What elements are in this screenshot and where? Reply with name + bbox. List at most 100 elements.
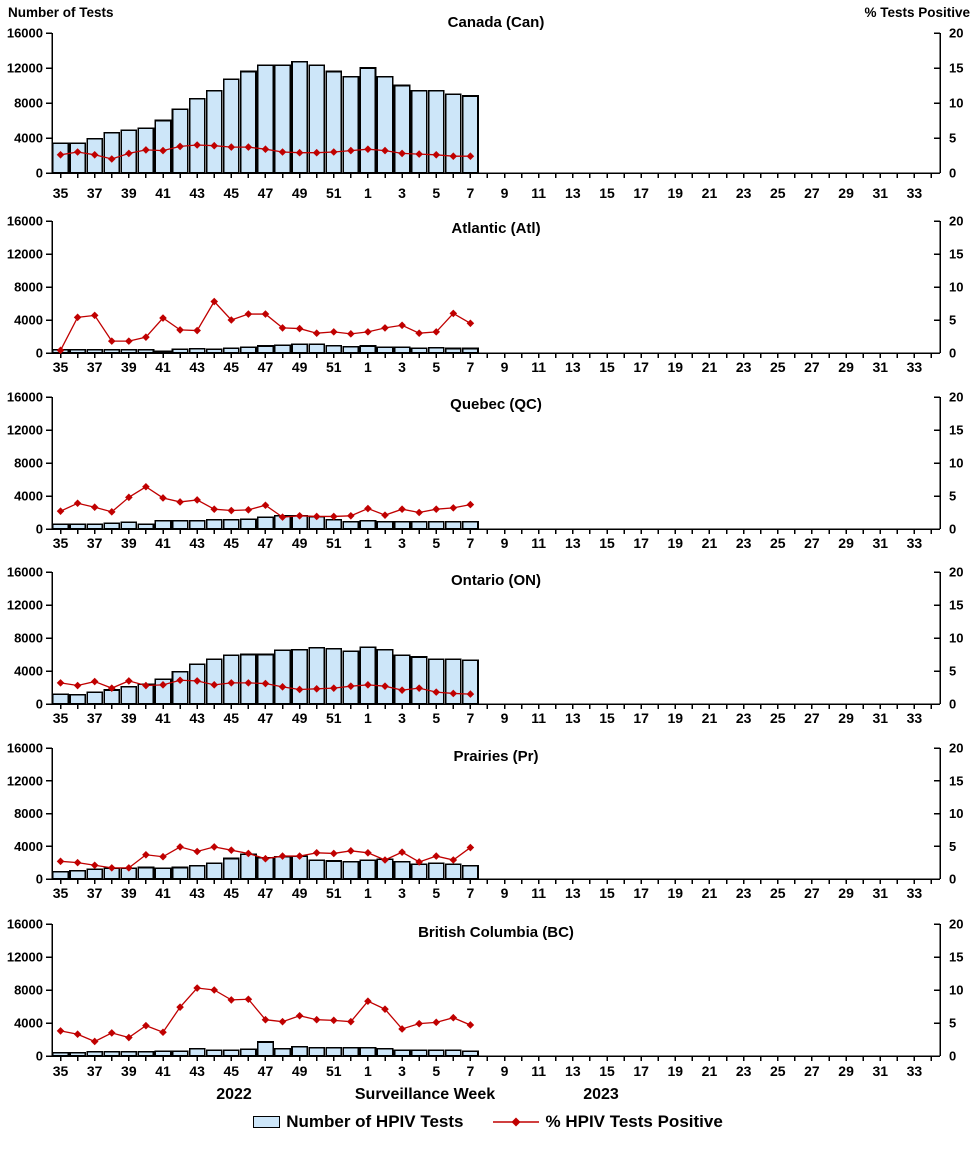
x-tick-label: 29 [838,535,854,551]
line-point-week-40 [142,146,150,154]
x-tick-label: 25 [770,535,786,551]
line-point-week-4 [415,150,423,158]
left-tick-label: 8000 [14,983,43,998]
x-tick-label: 15 [599,185,615,201]
bar-week-50 [308,343,326,354]
x-tick-label: 19 [668,535,684,551]
bar-week-38 [103,522,121,530]
line-point-week-50 [312,849,321,857]
line-point-week-36 [73,681,82,690]
bar-week-38 [103,131,121,174]
bar-week-5 [427,89,445,174]
bar-week-3 [393,84,411,174]
x-tick-label: 21 [702,359,718,375]
line-point-week-50 [312,685,321,693]
right-tick-label: 20 [949,390,963,405]
x-tick-label: 33 [907,885,923,901]
line-point-week-5 [432,328,441,336]
left-tick-label: 4000 [14,131,43,146]
line-point-week-41 [159,494,167,502]
chart-panel-canada-can: 0 4000 8000 12000 16000 0 5 10 15 20 35 37 39 41 43 45 4… [0,0,976,205]
x-tick-label: 35 [53,535,69,551]
legend: Number of HPIV Tests % HPIV Tests Positi… [0,1112,976,1132]
line-point-week-3 [398,321,406,330]
line-point-week-37 [90,677,99,686]
line-point-week-36 [73,499,82,508]
chart-panel-ontario-on: 0 4000 8000 12000 16000 0 5 10 15 20 35 37 39 41 43 45 4… [0,557,976,733]
line-point-week-47 [261,854,270,863]
x-tick-label: 27 [804,1063,820,1079]
line-point-week-51 [329,328,338,336]
line-point-week-51 [329,1016,338,1025]
line-swatch-svg [493,1117,540,1127]
left-tick-label: 0 [36,346,43,361]
left-tick-label: 12000 [7,247,43,262]
bar-week-44 [205,862,223,880]
x-tick-label: 47 [258,885,274,901]
line-point-week-37 [90,861,99,870]
x-tick-label: 9 [501,1063,509,1079]
x-tick-label: 49 [292,535,308,551]
line-point-week-6 [449,309,458,318]
bar-week-6 [444,93,462,174]
x-tick-label: 21 [702,1063,718,1079]
bar-week-51 [325,344,343,354]
line-point-week-52 [347,146,355,155]
line-point-week-51 [329,148,338,156]
x-tick-label: 27 [804,710,820,726]
panel-title: Quebec (QC) [450,396,542,413]
line-point-week-3 [398,149,406,158]
bar-week-46 [239,346,257,354]
line-point-week-41 [159,852,167,861]
left-tick-label: 16000 [7,565,43,580]
line-point-week-3 [398,848,406,856]
line-point-week-52 [347,512,355,520]
x-tick-label: 5 [432,710,440,726]
bar-week-52 [342,1046,360,1057]
x-tick-label: 21 [702,535,718,551]
bar-week-46 [239,518,257,530]
bar-week-43 [188,1047,206,1057]
right-tick-label: 10 [949,96,963,111]
line-point-week-1 [364,504,372,513]
x-tick-label: 19 [668,1063,684,1079]
x-tick-label: 41 [155,1063,171,1079]
x-tick-label: 43 [189,185,205,201]
x-tick-label: 41 [155,535,171,551]
bar-week-43 [188,865,206,880]
bar-week-5 [427,1049,445,1057]
legend-label-tests: Number of HPIV Tests [286,1112,464,1131]
x-tick-label: 21 [702,710,718,726]
line-point-week-42 [176,142,184,151]
right-tick-label: 5 [949,131,956,146]
x-axis-title: Surveillance Week [354,1086,496,1103]
right-tick-label: 10 [949,806,963,821]
bar-week-49 [291,1046,309,1057]
x-tick-label: 17 [633,359,649,375]
bar-week-46 [239,70,257,174]
right-tick-label: 0 [949,1049,956,1064]
right-tick-label: 0 [949,166,956,181]
bar-week-38 [103,689,121,705]
x-tick-label: 35 [53,1063,69,1079]
x-tick-label: 23 [736,359,752,375]
bar-week-48 [274,344,291,354]
line-point-week-4 [415,329,423,337]
line-point-week-6 [449,689,458,698]
bar-week-1 [359,1046,377,1057]
bar-week-39 [120,685,138,705]
bar-week-37 [86,868,104,880]
bar-week-3 [393,654,411,705]
x-tick-label: 17 [633,1063,649,1079]
bar-week-5 [427,658,445,705]
bar-week-46 [239,853,257,880]
bar-week-36 [69,870,87,880]
x-tick-label: 5 [432,535,440,551]
x-tick-label: 23 [736,885,752,901]
line-point-week-41 [159,146,167,155]
x-tick-label: 7 [466,885,474,901]
x-tick-label: 1 [364,885,372,901]
line-point-week-1 [364,681,372,689]
